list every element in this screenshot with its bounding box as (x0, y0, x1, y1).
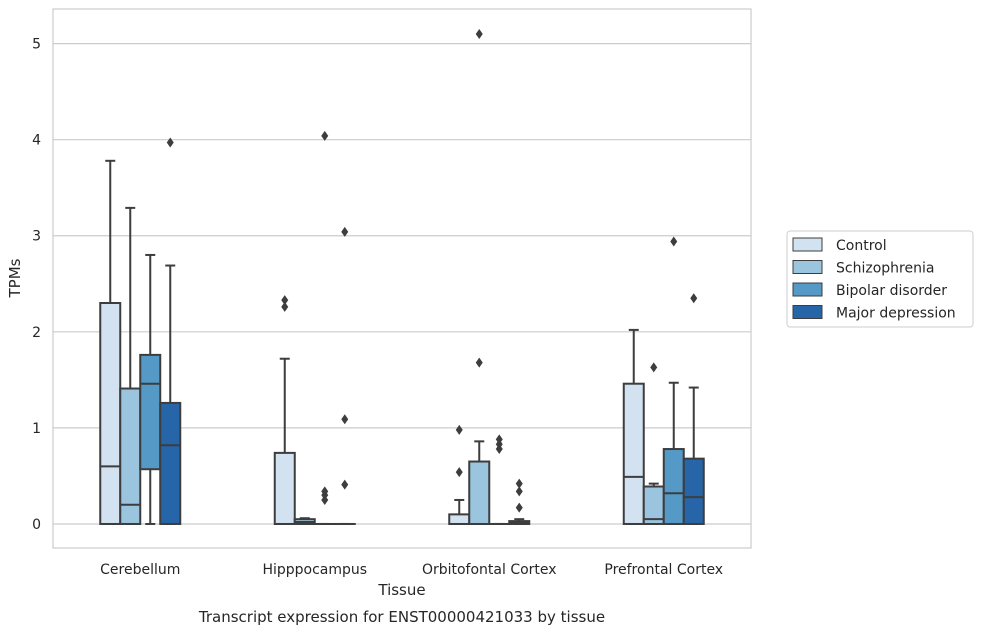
outlier-point (321, 130, 329, 141)
legend-swatch (792, 260, 823, 274)
outlier-point (341, 414, 349, 425)
legend-label: Control (836, 238, 887, 254)
x-tick-label: Prefrontal Cortex (604, 562, 723, 578)
box-iqr (273, 451, 296, 525)
box-series-layer (99, 28, 705, 525)
x-tick-label: Hipppocampus (262, 562, 367, 578)
legend-swatch (792, 237, 823, 252)
y-tick-label: 1 (32, 421, 41, 437)
outlier-point (515, 478, 523, 489)
y-tick-label: 4 (32, 133, 41, 149)
y-tick-label: 5 (32, 37, 41, 53)
box-iqr (468, 460, 491, 525)
y-tick-label: 3 (32, 229, 41, 245)
outlier-point (515, 486, 523, 497)
outlier-point (475, 357, 483, 368)
outlier-point (690, 293, 698, 304)
box-major-depression (159, 137, 182, 525)
y-axis-title: TPMs (6, 258, 24, 298)
outlier-point (281, 295, 289, 306)
box-schizophrenia (293, 517, 316, 525)
box-major-depression (682, 293, 705, 525)
outlier-point (281, 301, 289, 312)
box-iqr (682, 457, 705, 525)
outlier-point (455, 467, 463, 478)
legend-label: Major depression (836, 306, 956, 322)
legend-frame (786, 230, 974, 328)
y-tick-labels: 0 1 2 3 4 5 (32, 37, 41, 533)
outlier-point (455, 424, 463, 435)
box-schizophrenia (468, 28, 491, 525)
y-tick-label: 2 (32, 325, 41, 341)
outlier-point (495, 434, 503, 445)
y-tick-label: 0 (32, 517, 41, 533)
box-iqr (119, 387, 142, 525)
box-bipolar-disorder (488, 434, 511, 525)
outlier-point (341, 226, 349, 237)
box-iqr (159, 401, 182, 525)
box-iqr (662, 448, 685, 525)
outlier-point (515, 502, 523, 513)
outlier-point (475, 28, 483, 39)
box-iqr (99, 302, 122, 525)
box-control (273, 295, 296, 525)
x-tick-label: Cerebellum (100, 562, 180, 578)
box-major-depression (333, 226, 356, 525)
outlier-point (341, 479, 349, 490)
legend-swatch (792, 305, 823, 319)
x-tick-label: Orbitofontal Cortex (422, 562, 557, 578)
legend-label: Schizophrenia (836, 261, 934, 277)
x-tick-labels: Cerebellum Hipppocampus Orbitofontal Corte… (100, 562, 723, 578)
outlier-point (670, 236, 678, 247)
box-iqr (622, 382, 645, 525)
box-major-depression (508, 478, 531, 525)
outlier-point (650, 362, 658, 373)
x-axis-title: Tissue (377, 581, 425, 599)
legend-label: Bipolar disorder (836, 283, 947, 299)
outlier-point (321, 486, 329, 497)
chart-caption: Transcript expression for ENST0000042103… (198, 608, 605, 626)
legend-swatch (792, 282, 823, 297)
box-schizophrenia (119, 206, 142, 525)
box-iqr (448, 513, 471, 525)
outlier-point (166, 137, 174, 148)
box-iqr (139, 353, 162, 471)
box-control (622, 328, 645, 525)
legend: Control Schizophrenia Bipolar disorder Majo… (786, 230, 974, 328)
